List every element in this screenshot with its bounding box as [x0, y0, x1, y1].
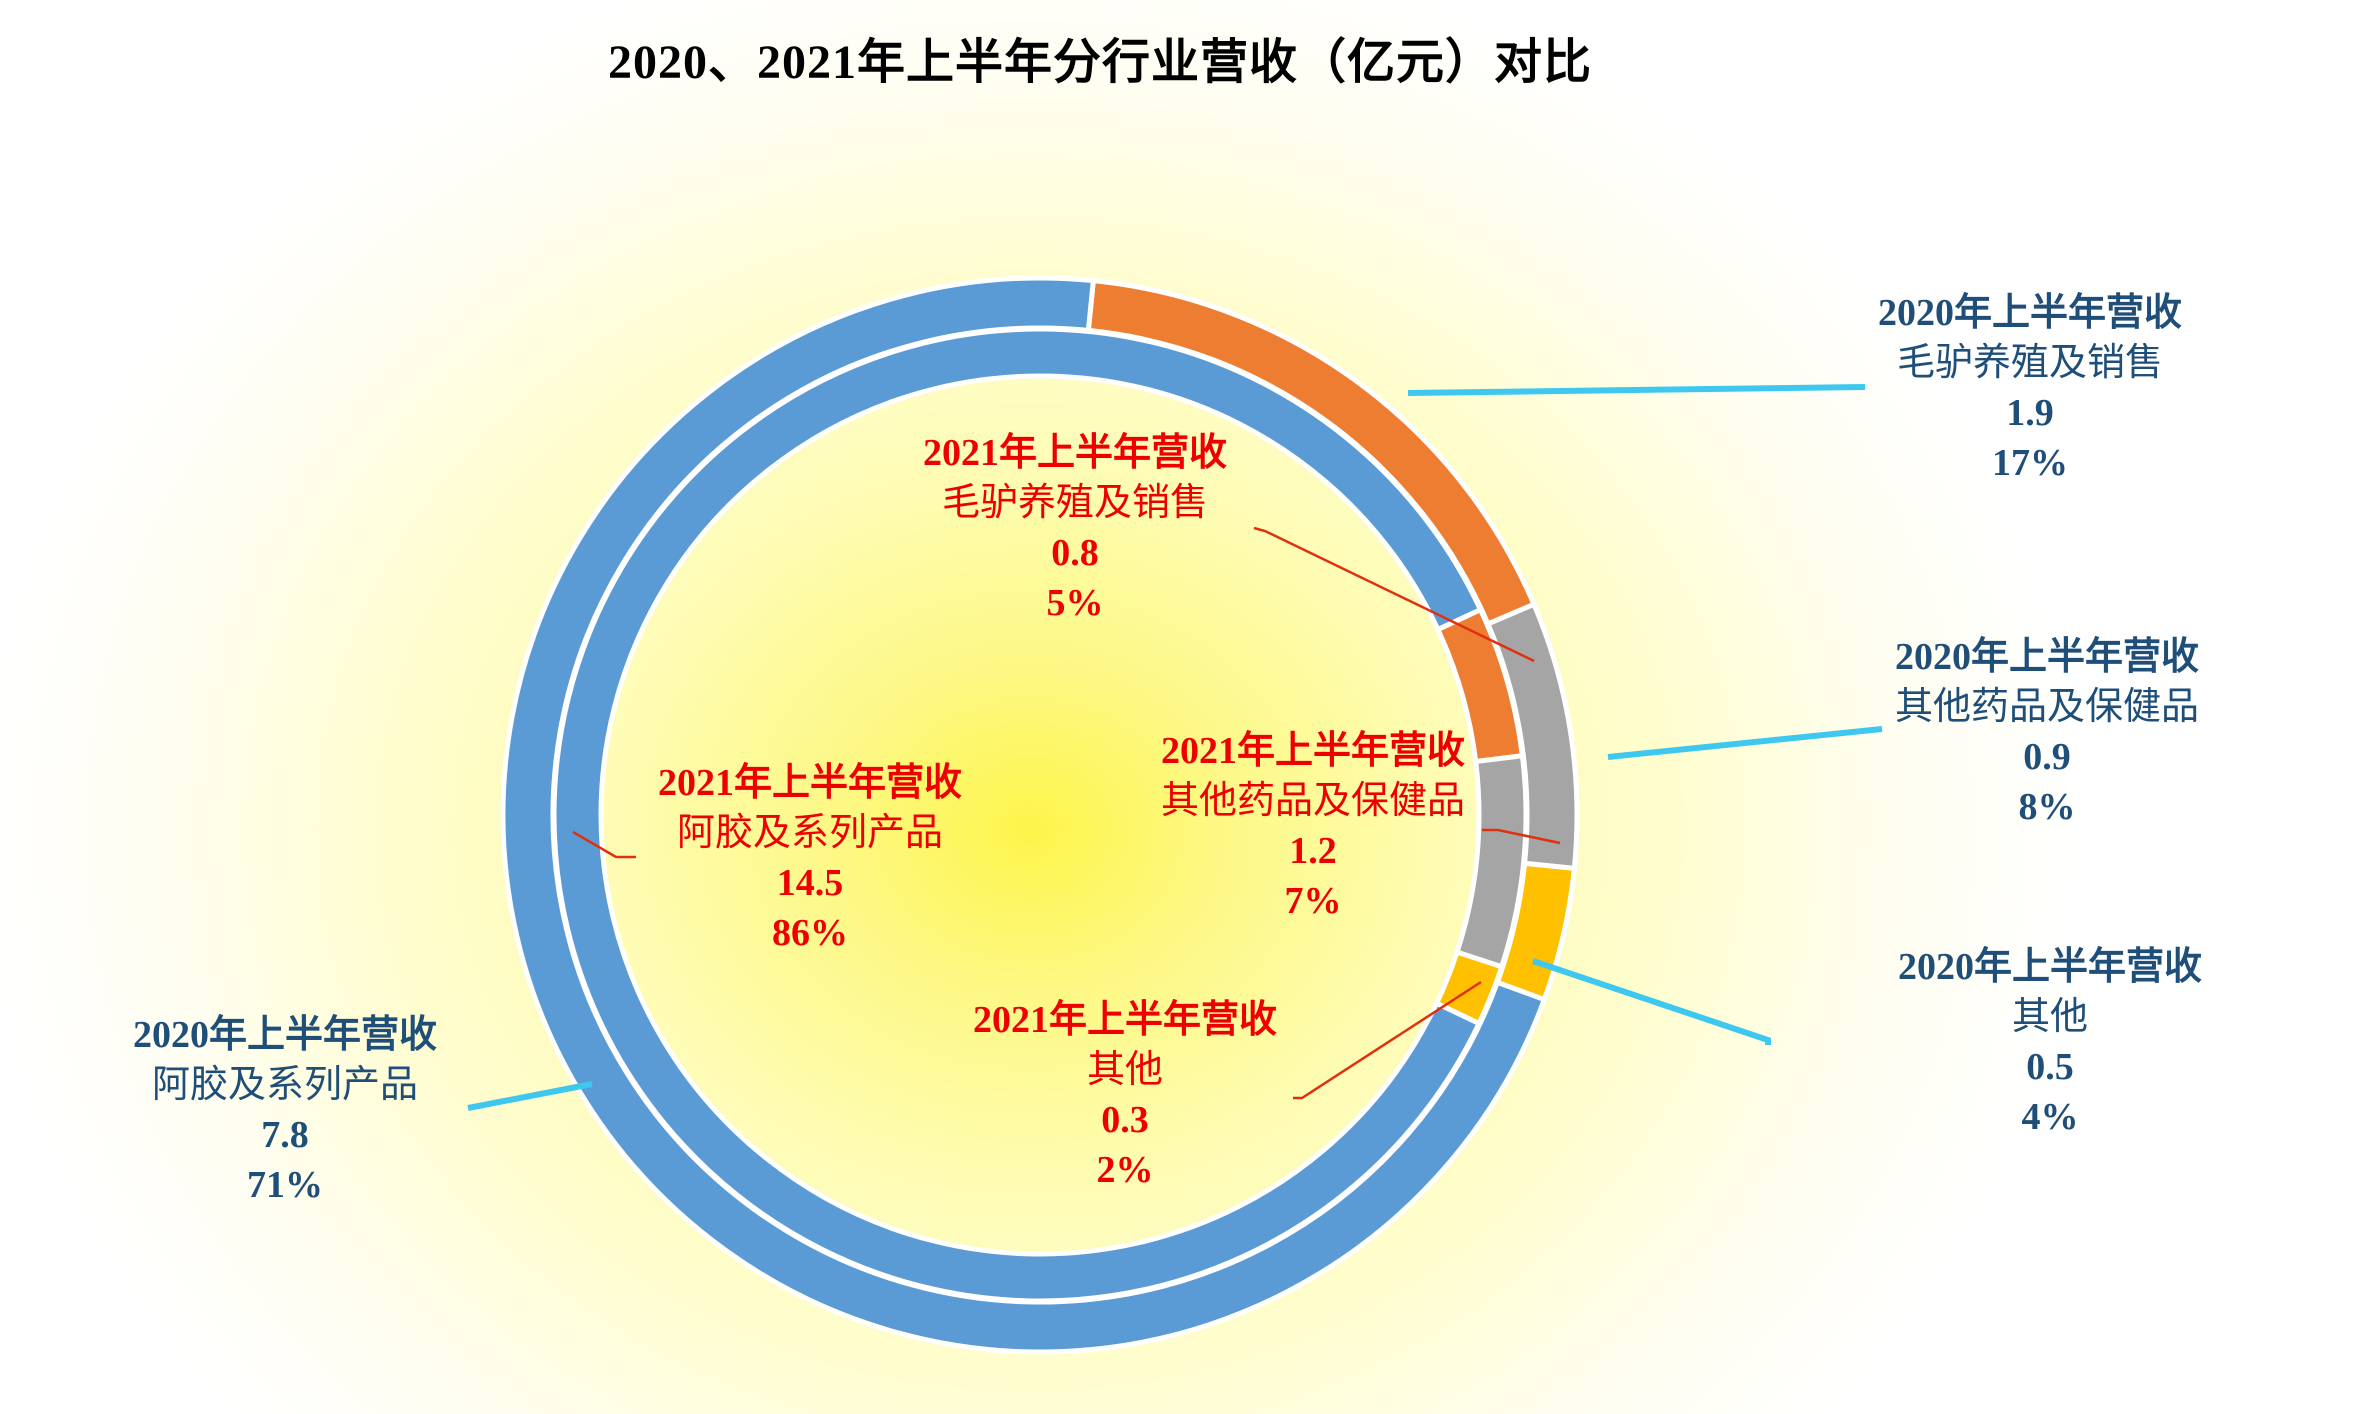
label-percent: 86%: [772, 912, 848, 954]
data-label-2020-ajiao: 2020年上半年营收 阿胶及系列产品 7.8 71%: [100, 1010, 470, 1210]
label-series: 2020年上半年营收: [132, 1014, 437, 1056]
label-category: 其他: [2011, 996, 2088, 1038]
label-category: 其他: [1086, 1049, 1163, 1091]
label-percent: 5%: [1046, 582, 1104, 624]
label-series: 2021年上半年营收: [1160, 730, 1465, 772]
label-category: 毛驴养殖及销售: [1896, 342, 2163, 384]
data-label-2021-maolv: 2021年上半年营收 毛驴养殖及销售 0.8 5%: [890, 428, 1260, 628]
label-category: 其他药品及保健品: [1894, 686, 2199, 728]
chart-title: 2020、2021年上半年分行业营收（亿元）对比: [607, 36, 1592, 89]
data-label-2020-maolv: 2020年上半年营收 毛驴养殖及销售 1.9 17%: [1845, 288, 2215, 488]
slice-2021-ajiao: [551, 326, 1484, 1304]
leader-line-2021-ajiao: [572, 830, 636, 859]
label-series: 2021年上半年营收: [657, 762, 962, 804]
data-label-2020-other: 2020年上半年营收 其他 0.5 4%: [1865, 942, 2235, 1142]
label-category: 毛驴养殖及销售: [941, 482, 1208, 524]
leader-lines: [467, 384, 1883, 1111]
leader-line-2020-ajiao: [467, 1081, 593, 1111]
label-percent: 17%: [1992, 442, 2068, 484]
label-series: 2020年上半年营收: [1897, 946, 2202, 988]
label-category: 阿胶及系列产品: [676, 812, 943, 854]
label-value: 1.9: [2006, 392, 2054, 434]
label-value: 0.9: [2023, 736, 2071, 778]
leader-line-2021-maolv: [1253, 526, 1535, 663]
label-value: 14.5: [776, 862, 844, 904]
leader-line-2021-other: [1293, 980, 1482, 1100]
label-percent: 2%: [1096, 1149, 1154, 1191]
data-label-2020-other-drugs: 2020年上半年营收 其他药品及保健品 0.9 8%: [1862, 632, 2232, 832]
data-label-2021-ajiao: 2021年上半年营收 阿胶及系列产品 14.5 86%: [625, 758, 995, 958]
label-value: 0.3: [1101, 1099, 1149, 1141]
label-percent: 4%: [2021, 1096, 2079, 1138]
label-series: 2020年上半年营收: [1877, 292, 2182, 334]
label-percent: 71%: [247, 1164, 323, 1206]
label-category: 其他药品及保健品: [1160, 780, 1465, 822]
label-percent: 8%: [2018, 786, 2076, 828]
leader-line-2020-other-drugs: [1607, 726, 1883, 760]
leader-line-2020-maolv: [1407, 384, 1866, 396]
label-category: 阿胶及系列产品: [151, 1064, 418, 1106]
label-series: 2020年上半年营收: [1894, 636, 2199, 678]
data-label-2021-other: 2021年上半年营收 其他 0.3 2%: [940, 995, 1310, 1195]
label-series: 2021年上半年营收: [922, 432, 1227, 474]
label-percent: 7%: [1284, 880, 1342, 922]
data-label-2021-other-drugs: 2021年上半年营收 其他药品及保健品 1.2 7%: [1128, 726, 1498, 926]
label-value: 7.8: [261, 1114, 309, 1156]
leader-line-2020-other: [1532, 958, 1771, 1045]
label-value: 0.8: [1051, 532, 1099, 574]
label-value: 1.2: [1289, 830, 1337, 872]
inner-ring-2021: [551, 326, 1529, 1304]
label-series: 2021年上半年营收: [972, 999, 1277, 1041]
label-value: 0.5: [2026, 1046, 2074, 1088]
leader-line-2021-other-drugs: [1482, 828, 1561, 845]
